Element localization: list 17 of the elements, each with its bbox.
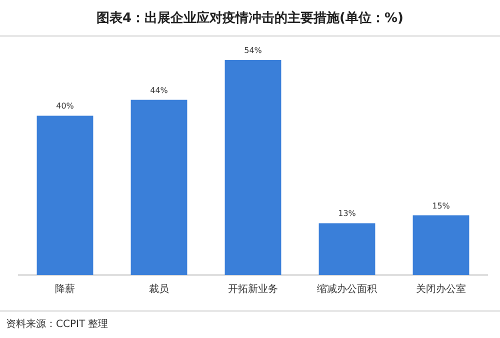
text: 资料来源：CCPIT 整理 — [6, 318, 108, 330]
x-tick-label: 裁员 — [149, 283, 169, 295]
x-tick-label: 降薪 — [55, 283, 75, 295]
x-tick-label: 缩减办公面积 — [317, 283, 377, 295]
bar — [318, 223, 376, 275]
chart-title: 图表4：出展企业应对疫情冲击的主要措施(单位：%) — [96, 10, 404, 26]
data-label: 54% — [244, 46, 262, 55]
bar — [36, 116, 94, 275]
bar — [224, 60, 282, 275]
data-label: 13% — [338, 209, 356, 218]
bar — [130, 100, 188, 275]
data-label: 44% — [150, 86, 168, 95]
x-tick-label: 开拓新业务 — [228, 283, 278, 295]
bar — [412, 215, 470, 275]
x-tick-label: 关闭办公室 — [416, 283, 466, 295]
data-label: 15% — [432, 201, 450, 210]
data-label: 40% — [56, 102, 74, 111]
